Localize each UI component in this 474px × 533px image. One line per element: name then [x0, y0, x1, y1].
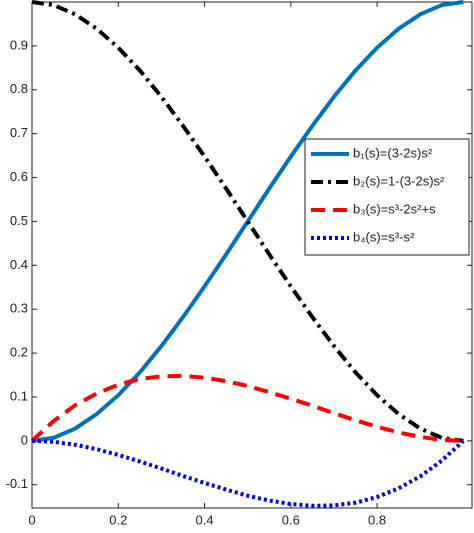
x-tick-label: 0.6 [282, 512, 300, 527]
y-tick-label: 0.6 [10, 169, 28, 184]
legend-label: b₁(s)=(3-2s)s² [353, 145, 433, 160]
y-tick-label: 0.7 [10, 125, 28, 140]
y-tick-label: 0.9 [10, 37, 28, 52]
x-tick-label: 0.8 [368, 512, 386, 527]
y-tick-label: 0.8 [10, 81, 28, 96]
legend-label: b₄(s)=s³-s² [353, 229, 415, 244]
legend-box [304, 138, 470, 256]
y-tick-label: 0.1 [10, 388, 28, 403]
y-tick-label: 0 [21, 432, 28, 447]
legend-label: b₂(s)=1-(3-2s)s² [353, 173, 445, 188]
x-tick-label: 0 [28, 512, 35, 527]
axes-box [31, 1, 473, 509]
series-line [30, 373, 464, 443]
series-line [31, 0, 464, 443]
x-tick-label: 0.4 [196, 512, 214, 527]
x-tick-label: 0.2 [109, 512, 127, 527]
y-tick-label: 0.3 [10, 301, 28, 316]
series-line [31, 438, 465, 508]
series-line [31, 0, 464, 443]
y-tick-label: -0.1 [6, 476, 28, 491]
y-tick-label: 0.5 [10, 213, 28, 228]
legend-label: b₃(s)=s³-2s²+s [353, 201, 436, 216]
y-tick-label: 0.4 [10, 257, 28, 272]
y-tick-label: 0.2 [10, 345, 28, 360]
